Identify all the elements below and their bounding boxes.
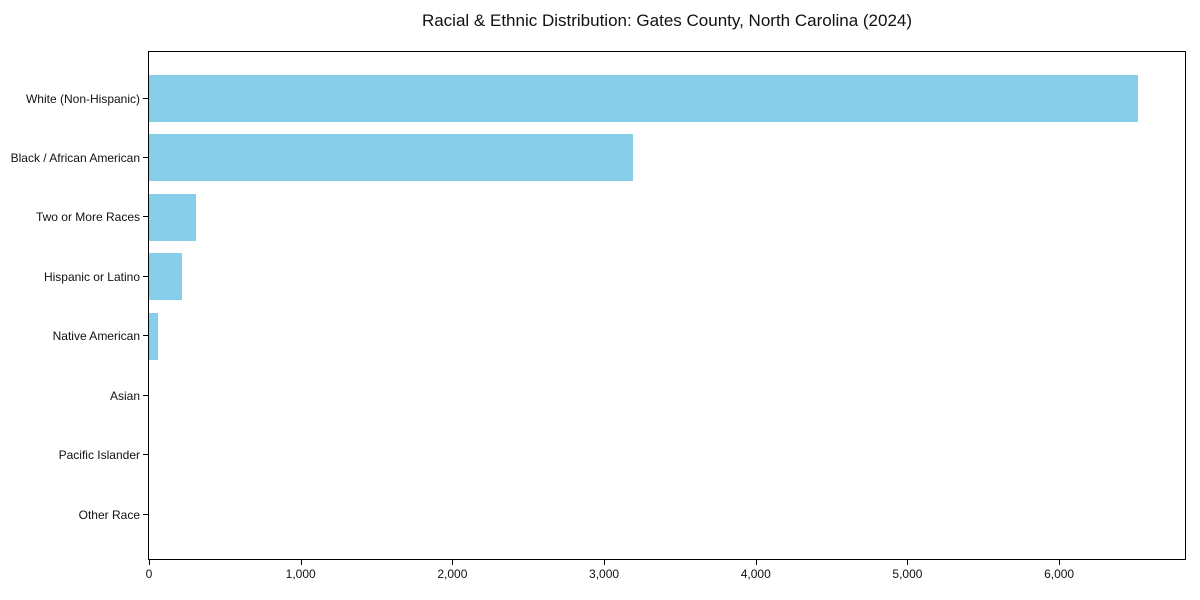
x-tick-label-1-000: 1,000	[285, 567, 316, 581]
x-tick-mark	[1059, 560, 1061, 565]
y-tick-mark	[143, 216, 148, 218]
y-tick-mark	[143, 513, 148, 515]
bar-hispanic-or-latino	[149, 253, 183, 301]
bar-native-american	[149, 312, 159, 360]
y-axis-label-asian: Asian	[109, 388, 140, 403]
x-tick-mark	[149, 560, 150, 565]
y-axis-label-other-race: Other Race	[78, 507, 140, 522]
x-tick-label-5-000: 5,000	[892, 567, 923, 581]
bar-two-or-more-races	[149, 193, 197, 241]
x-tick-label-4-000: 4,000	[740, 567, 771, 581]
y-axis-label-white-non-hispanic: White (Non-Hispanic)	[25, 91, 140, 106]
x-tick-mark	[604, 560, 606, 565]
chart-title: Racial & Ethnic Distribution: Gates Coun…	[421, 11, 913, 30]
x-tick-mark	[300, 560, 302, 565]
plot-area	[148, 51, 1186, 560]
y-tick-mark	[143, 394, 148, 396]
x-tick-label-2-000: 2,000	[437, 567, 468, 581]
x-tick-mark	[452, 560, 454, 565]
y-axis-label-native-american: Native American	[52, 329, 140, 344]
y-axis-label-hispanic-or-latino: Hispanic or Latino	[43, 269, 140, 284]
x-tick-mark	[907, 560, 909, 565]
x-tick-label-3-000: 3,000	[589, 567, 620, 581]
y-tick-mark	[143, 97, 148, 99]
bar-white-non-hispanic	[149, 75, 1138, 122]
y-tick-mark	[143, 275, 148, 277]
y-tick-mark	[143, 454, 148, 456]
y-axis-label-black-african-american: Black / African American	[10, 150, 140, 165]
y-axis-label-pacific-islander: Pacific Islander	[58, 448, 140, 463]
y-axis-label-two-or-more-races: Two or More Races	[35, 210, 140, 225]
y-tick-mark	[143, 335, 148, 337]
y-tick-mark	[143, 156, 148, 158]
bar-black-african-american	[149, 134, 633, 182]
x-tick-label-0: 0	[145, 567, 153, 581]
x-tick-mark	[755, 560, 757, 565]
x-tick-label-6-000: 6,000	[1044, 567, 1075, 581]
